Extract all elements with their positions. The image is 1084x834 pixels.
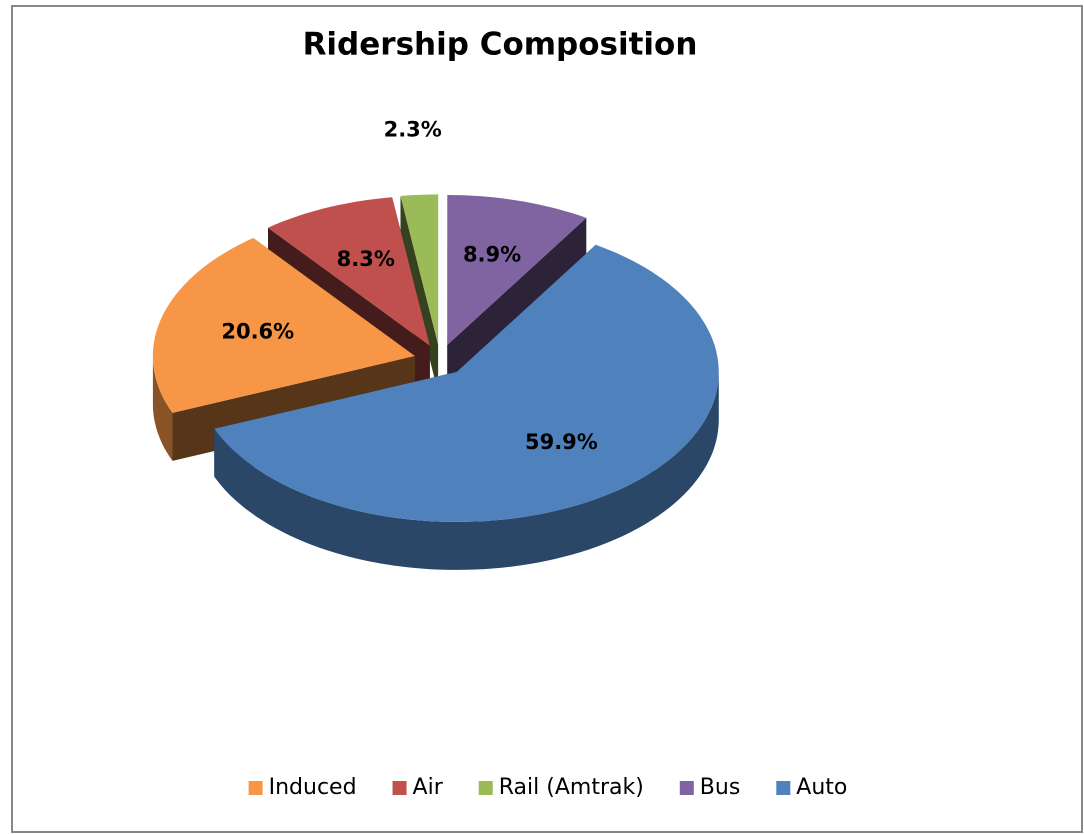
data-label: 59.9% bbox=[525, 430, 598, 454]
legend-label: Air bbox=[413, 775, 444, 800]
legend-label: Bus bbox=[700, 775, 741, 800]
legend-swatch bbox=[679, 781, 694, 795]
data-label: 8.3% bbox=[337, 247, 395, 271]
slice-top bbox=[400, 194, 439, 345]
slice bbox=[152, 238, 415, 461]
legend: Induced Air Rail (Amtrak) Bus Auto bbox=[248, 775, 847, 800]
data-label: 8.9% bbox=[463, 243, 521, 267]
slice bbox=[214, 244, 719, 570]
slice-top bbox=[447, 195, 587, 345]
chart-title: Ridership Composition bbox=[303, 27, 698, 63]
data-label: 2.3% bbox=[384, 117, 442, 141]
slice-outer-wall bbox=[152, 356, 173, 461]
slice-top bbox=[268, 197, 430, 346]
legend-swatch bbox=[478, 781, 493, 795]
legend-swatch bbox=[392, 781, 407, 795]
slice-top bbox=[152, 238, 415, 413]
legend-label: Induced bbox=[269, 775, 357, 800]
legend-label: Rail (Amtrak) bbox=[499, 775, 644, 800]
legend-swatch bbox=[248, 781, 263, 795]
legend-swatch bbox=[776, 781, 791, 795]
slice-top bbox=[214, 244, 719, 522]
data-label: 20.6% bbox=[221, 319, 294, 343]
legend-label: Auto bbox=[796, 775, 847, 800]
slice-outer-wall bbox=[214, 371, 719, 570]
